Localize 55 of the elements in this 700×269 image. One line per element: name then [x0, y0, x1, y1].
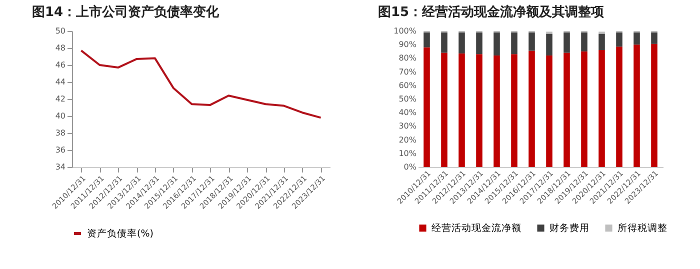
- y-tick-label: 44: [55, 78, 66, 86]
- legend-label: 资产负债率(%): [87, 228, 154, 240]
- y-tick-label: 50: [55, 26, 66, 36]
- y-tick-label: 70%: [398, 67, 417, 76]
- bar: [616, 46, 622, 167]
- bar: [441, 32, 448, 53]
- bar: [564, 52, 570, 167]
- bar: [494, 32, 500, 56]
- bar: [581, 32, 588, 52]
- chart-title: 图14：上市公司资产负债率变化: [32, 4, 220, 20]
- legend-label: 经营活动现金流净额: [432, 222, 522, 234]
- bar: [476, 54, 482, 167]
- y-tick-label: 30%: [398, 122, 417, 131]
- y-tick-label: 48: [55, 44, 66, 52]
- line-series: [80, 50, 322, 119]
- bar: [616, 32, 622, 47]
- bar: [458, 32, 465, 54]
- bar: [476, 32, 482, 54]
- chart-title: 图15：经营活动现金流净额及其调整项: [378, 4, 606, 20]
- y-tick-label: 0%: [404, 162, 417, 172]
- bar: [634, 44, 640, 167]
- y-tick-label: 38: [55, 128, 66, 138]
- bar: [511, 32, 518, 54]
- bar: [651, 44, 658, 167]
- y-tick-label: 36: [55, 146, 66, 154]
- bar: [458, 53, 465, 167]
- bar: [546, 55, 552, 167]
- bar: [424, 32, 430, 48]
- y-tick-label: 42: [55, 94, 66, 104]
- bar: [494, 55, 500, 167]
- y-tick-label: 90%: [398, 40, 417, 50]
- legend-label: 财务费用: [550, 222, 590, 234]
- y-tick-label: 40%: [398, 108, 417, 118]
- bar: [651, 32, 658, 44]
- bar: [546, 34, 552, 56]
- bar: [598, 50, 605, 167]
- y-tick-label: 10%: [398, 148, 417, 158]
- y-tick-label: 46: [55, 60, 66, 70]
- bar: [528, 32, 535, 51]
- bar: [598, 34, 605, 50]
- bar: [581, 51, 588, 167]
- y-tick-label: 50%: [398, 94, 417, 104]
- y-tick-label: 20%: [398, 135, 417, 144]
- y-tick-label: 100%: [394, 26, 417, 36]
- bar: [424, 47, 430, 167]
- bar: [441, 52, 448, 167]
- bar: [528, 50, 535, 167]
- y-tick-label: 80%: [398, 54, 417, 63]
- y-tick-label: 34: [55, 162, 66, 172]
- legend-label: 所得税调整: [618, 222, 668, 234]
- y-tick-label: 40: [55, 112, 66, 120]
- bar: [634, 32, 640, 45]
- bar: [511, 54, 518, 167]
- y-tick-label: 60%: [398, 80, 417, 90]
- bar: [564, 32, 570, 53]
